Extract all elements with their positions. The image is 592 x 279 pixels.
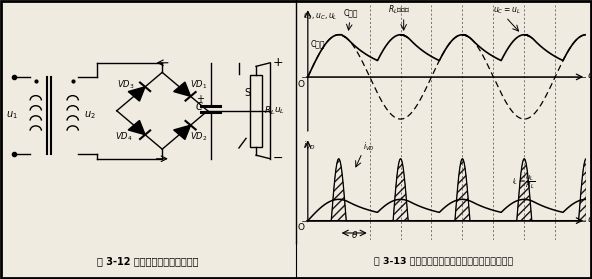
Text: $C$: $C$ — [195, 100, 204, 112]
Polygon shape — [173, 82, 191, 96]
Text: −: − — [273, 152, 284, 165]
Text: $\theta$: $\theta$ — [350, 229, 358, 240]
Text: $u_1$: $u_1$ — [6, 110, 18, 121]
Text: $i_{VD}$: $i_{VD}$ — [363, 140, 375, 153]
Text: $VD_2$: $VD_2$ — [191, 131, 208, 143]
Text: 图 3-12 桥式整流、电容滤波电路: 图 3-12 桥式整流、电容滤波电路 — [97, 256, 199, 266]
Text: C放电: C放电 — [311, 40, 325, 49]
Bar — [250, 75, 262, 147]
Text: $u_2,u_C,u_L$: $u_2,u_C,u_L$ — [303, 11, 337, 22]
Text: 图 3-13 桥式整流、电容滤波时的电压、电流波形: 图 3-13 桥式整流、电容滤波时的电压、电流波形 — [374, 256, 514, 265]
Text: $\omega t$: $\omega t$ — [587, 213, 592, 224]
Text: O: O — [297, 80, 304, 89]
Text: $i_{VD}$: $i_{VD}$ — [303, 140, 316, 152]
Text: $R_L$: $R_L$ — [264, 105, 275, 117]
Text: O: O — [297, 223, 304, 232]
Text: S: S — [244, 88, 250, 98]
Text: $VD_4$: $VD_4$ — [115, 131, 133, 143]
Text: $\omega t$: $\omega t$ — [587, 69, 592, 80]
Text: $u_L$: $u_L$ — [275, 105, 285, 116]
Text: $VD_1$: $VD_1$ — [191, 78, 208, 91]
Polygon shape — [173, 125, 191, 140]
Polygon shape — [128, 121, 145, 135]
Text: $u_C=u_L$: $u_C=u_L$ — [493, 6, 521, 16]
Text: +: + — [197, 94, 204, 104]
Text: C充电: C充电 — [344, 9, 358, 18]
Text: +: + — [273, 56, 284, 69]
Text: $i_L=\dfrac{u_L}{R_L}$: $i_L=\dfrac{u_L}{R_L}$ — [512, 174, 535, 191]
Text: $VD_3$: $VD_3$ — [117, 78, 134, 91]
Polygon shape — [128, 87, 145, 101]
Text: $R_L$接入后: $R_L$接入后 — [388, 4, 410, 16]
Text: $u_2$: $u_2$ — [84, 110, 96, 121]
